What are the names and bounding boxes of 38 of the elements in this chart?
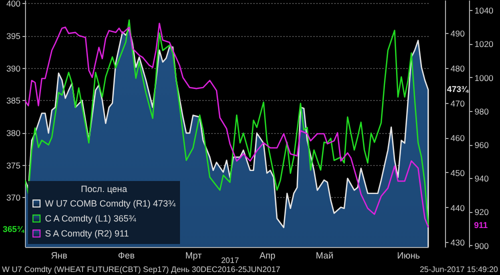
x-tick-label: Апр [259,250,276,260]
x-tick-label: Июнь [397,250,420,260]
text: W U7 Comdty (WHEAT FUTURE(CBT) Sep17) День 30DEC2016-25JUN2017 [2,265,281,274]
y3-tick-label: 980 [474,106,489,116]
y2-tick-label: 440 [450,202,465,213]
text: 2017 [221,256,240,265]
text: 911 [474,220,488,230]
legend-label: C A Comdty (L1) 365¾ [45,214,137,224]
y3-tick-label: 1020 [474,39,494,50]
y-tick-label: 385 [6,96,21,106]
text: 25-Jun-2017 15:49:20 [420,265,499,274]
y-tick-label: 395 [6,31,21,42]
y3-tick-label: 900 [474,240,489,251]
y2-tick-label: 430 [450,238,465,248]
y-tick-label: 375 [6,160,21,170]
y2-tick-label: 480 [450,63,465,74]
x-tick-label: Фев [118,250,135,260]
legend-title: Посл. цена [80,184,128,194]
x-tick-label: Янв [50,250,68,260]
y2-tick-label: 450 [450,168,465,178]
y3-tick-label: 920 [474,207,489,218]
x-tick-label: Мрт [185,250,202,260]
y3-tick-label: 940 [474,174,489,184]
legend-label: W U7 COMB Comdty (R1) 473¾ [45,198,176,208]
y-tick-label: 370 [6,192,21,203]
text: 473¾ [447,84,470,94]
text: 365¾ [2,224,25,234]
y3-tick-label: 1000 [474,72,494,83]
y-tick-label: 380 [6,128,21,138]
y3-tick-label: 960 [474,140,489,150]
y2-tick-label: 490 [450,28,465,39]
y2-tick-label: 460 [450,133,465,144]
legend-label: S A Comdty (R2) 911 [45,228,129,238]
y2-tick-label: 470 [450,98,465,108]
y3-tick-label: 1040 [474,6,494,16]
y-tick-label: 400 [6,0,21,9]
y-tick-label: 390 [6,63,21,74]
x-tick-label: Май [316,250,334,260]
